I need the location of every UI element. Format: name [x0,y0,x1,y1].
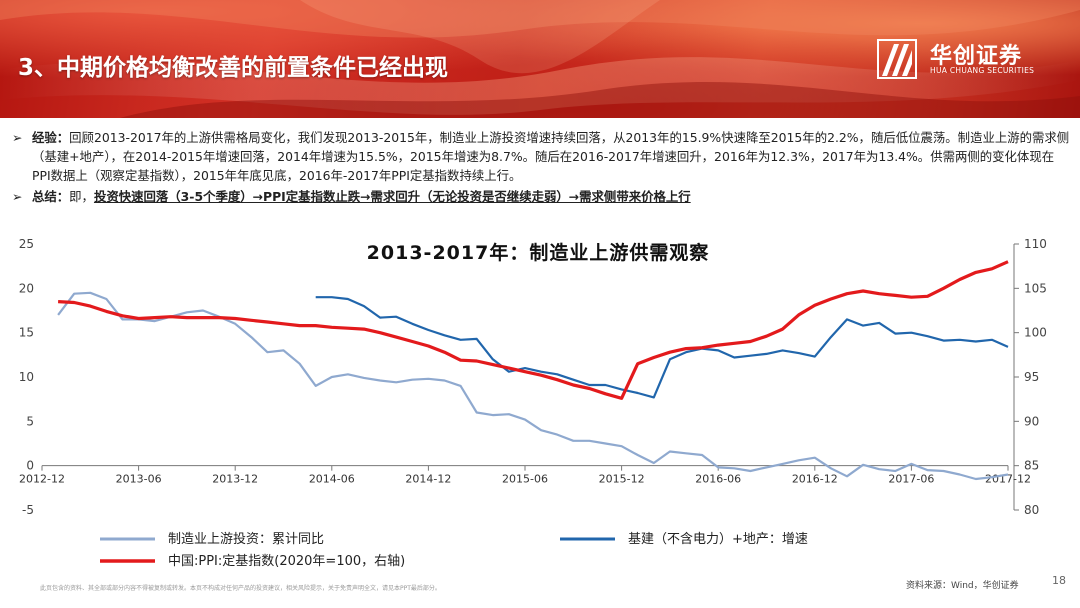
y-left-tick-label: 5 [26,414,34,428]
bullet-experience: ➢ 经验：回顾2013-2017年的上游供需格局变化，我们发现2013-2015… [10,128,1070,185]
series-line-2 [315,296,1009,399]
x-tick-label: 2016-06 [695,473,741,486]
bullet-experience-label: 经验： [32,130,70,145]
x-tick-label: 2017-06 [888,473,934,486]
logo-name: 华创证券 [930,44,1023,69]
y-right-tick-label: 105 [1024,281,1047,295]
x-tick-label: 2016-12 [792,473,838,486]
y-left-tick-label: 15 [19,326,34,340]
bullet-arrow-icon: ➢ [12,189,23,204]
x-tick-label: 2014-06 [309,473,355,486]
y-left-tick-label: 0 [26,459,34,473]
bullet-summary-chain: 投资快速回落（3-5个季度）→PPI定基指数止跌→需求回升（无论投资是否继续走弱… [93,189,691,204]
legend-label-1: 制造业上游投资：累计同比 [168,531,324,547]
line-chart: 2013-2017年：制造业上游供需观察 -5 0 5 10 15 20 25 80 85 90 9… [19,237,1047,569]
logo-subtitle: HUA CHUANG SECURITIES [930,66,1035,75]
x-tick-label: 2014-12 [405,473,451,486]
series-line-3 [58,260,1009,400]
bullet-summary: ➢ 总结：即，投资快速回落（3-5个季度）→PPI定基指数止跌→需求回升（无论投… [10,187,1070,206]
disclaimer: 此页包含的资料、其全部或部分内容不得被复制或转发。本页不构成对任何产品的投资建议… [40,585,441,592]
x-tick-label: 2013-06 [116,473,162,486]
logo-mark-icon [877,39,917,79]
y-left-tick-label: 10 [19,370,34,384]
series-line-1 [57,291,1009,481]
y-right-tick-label: 95 [1024,370,1039,384]
x-tick-label: 2013-12 [212,473,258,486]
y-right-tick-label: 100 [1024,326,1047,340]
legend-label-3: 中国:PPI:定基指数(2020年=100，右轴) [168,554,405,569]
y-right-tick-label: 110 [1024,237,1047,251]
x-tick-label: 2015-06 [502,473,548,486]
source-note: 资料来源：Wind，华创证券 [906,581,1019,591]
page-number: 18 [1052,574,1066,587]
header-banner: 3、中期价格均衡改善的前置条件已经出现 华创证券 HUA CHUANG SECU… [0,0,1080,118]
x-tick-label: 2012-12 [19,473,65,486]
chart-title: 2013-2017年：制造业上游供需观察 [367,241,710,264]
bullet-arrow-icon: ➢ [12,130,23,145]
bullet-summary-label: 总结： [32,189,70,204]
banner-texture [0,0,1080,118]
y-right-tick-label: 90 [1024,414,1039,428]
bullet-experience-text: 回顾2013-2017年的上游供需格局变化，我们发现2013-2015年，制造业… [32,130,1070,183]
y-right-tick-label: 80 [1024,503,1039,517]
y-left-tick-label: 20 [19,281,34,295]
y-right-tick-label: 85 [1024,459,1039,473]
y-left-tick-label: 25 [19,237,34,251]
x-tick-label: 2015-12 [599,473,645,486]
bullet-summary-prefix: 即， [69,189,94,204]
y-left-tick-label: -5 [22,503,34,517]
bullet-list: ➢ 经验：回顾2013-2017年的上游供需格局变化，我们发现2013-2015… [10,128,1070,206]
legend-label-2: 基建（不含电力）+地产：增速 [628,531,808,547]
company-logo: 华创证券 HUA CHUANG SECURITIES [874,36,1064,86]
page-title: 3、中期价格均衡改善的前置条件已经出现 [18,55,449,81]
